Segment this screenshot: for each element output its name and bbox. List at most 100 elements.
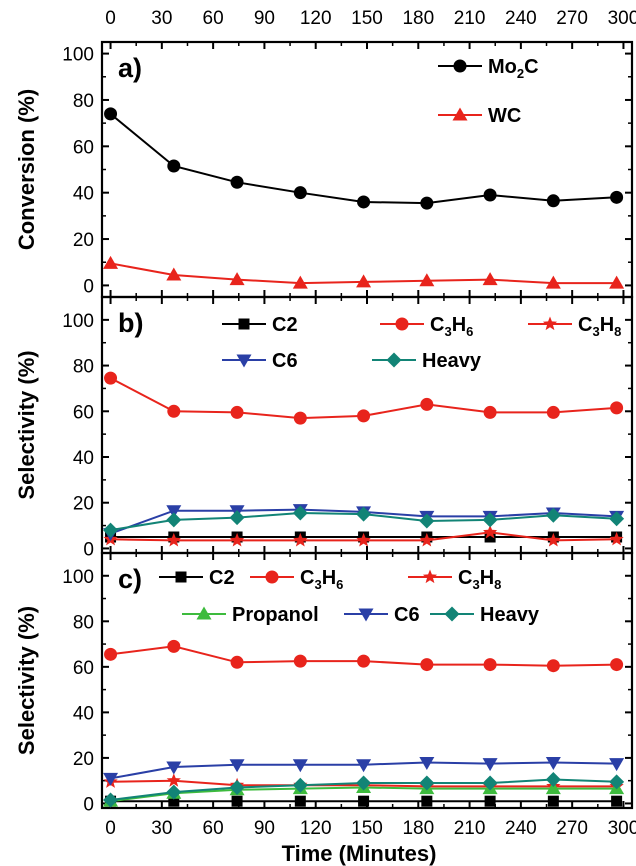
- legend-marker: [422, 569, 438, 584]
- legend-entry-Propanol: Propanol: [182, 604, 319, 626]
- x-tick-label: 120: [300, 818, 332, 839]
- legend-label: C6: [272, 350, 298, 372]
- panel-label: b): [118, 308, 143, 338]
- data-point: [482, 512, 498, 528]
- data-point: [293, 186, 307, 200]
- x-tick-label: 240: [505, 818, 537, 839]
- data-point: [229, 759, 245, 773]
- data-point: [420, 196, 434, 210]
- data-point: [229, 510, 245, 526]
- data-point: [483, 658, 497, 672]
- data-point: [103, 255, 119, 269]
- series-C3H6: [104, 639, 624, 673]
- legend-marker: [542, 316, 558, 331]
- data-point: [547, 795, 559, 807]
- data-point: [293, 532, 308, 547]
- legend-label: C3H6: [430, 314, 473, 339]
- x-tick-label: 60: [203, 818, 224, 839]
- legend-marker: [265, 570, 279, 584]
- legend-label: C3H8: [458, 567, 501, 592]
- data-point: [545, 781, 561, 795]
- data-point: [167, 159, 181, 173]
- legend-marker: [444, 606, 460, 622]
- legend-entry-WC: WC: [438, 105, 521, 127]
- legend-entry-C3H8: C3H8: [528, 314, 621, 339]
- y-axis-label: Selectivity (%): [14, 350, 39, 499]
- y-tick-label: 100: [62, 45, 94, 66]
- legend-label: Heavy: [422, 350, 482, 372]
- data-point: [292, 759, 308, 773]
- legend-label: WC: [488, 105, 521, 127]
- x-tick-label: 150: [351, 8, 383, 29]
- x-tick-label: 30: [151, 8, 172, 29]
- panel-label: a): [118, 53, 142, 83]
- data-point: [231, 795, 243, 807]
- data-point: [546, 194, 560, 208]
- legend-marker: [238, 318, 250, 330]
- legend-marker: [386, 352, 402, 368]
- data-point: [356, 775, 372, 791]
- data-point: [167, 639, 181, 653]
- y-tick-label: 0: [83, 794, 94, 815]
- legend-entry-C3H6: C3H6: [250, 567, 343, 592]
- x-tick-label: 210: [454, 818, 486, 839]
- data-point: [230, 405, 244, 419]
- legend-label: C3H6: [300, 567, 343, 592]
- data-point: [545, 507, 561, 523]
- data-point: [166, 773, 181, 787]
- data-point: [167, 404, 181, 418]
- data-point: [166, 784, 182, 800]
- data-point: [419, 775, 435, 791]
- x-tick-label: 30: [151, 818, 172, 839]
- x-tick-label: 150: [351, 818, 383, 839]
- data-point: [168, 795, 180, 807]
- panel-label: c): [118, 564, 142, 594]
- data-point: [104, 107, 118, 121]
- data-point: [483, 405, 497, 419]
- x-tick-label: 240: [505, 8, 537, 29]
- y-tick-label: 60: [73, 658, 94, 679]
- series-Heavy: [103, 505, 625, 538]
- y-tick-label: 20: [73, 230, 94, 251]
- data-point: [104, 647, 118, 661]
- data-point: [546, 659, 560, 673]
- y-tick-label: 40: [73, 448, 94, 469]
- top-x-tick-labels: 0 30 60 90 120 150 180 210 240 270 300: [105, 8, 636, 29]
- data-point: [356, 274, 372, 288]
- legend-marker: [175, 571, 187, 583]
- x-tick-label: 180: [402, 8, 434, 29]
- x-tick-label: 120: [300, 8, 332, 29]
- y-tick-label: 60: [73, 137, 94, 158]
- x-tick-label: 300: [608, 818, 636, 839]
- y-tick-label: 40: [73, 703, 94, 724]
- panel-c: 0 20 40 60 80 100 Selectivity (%) c) C2 C3H6 C3H8 P…: [14, 551, 634, 815]
- series-Heavy: [103, 772, 625, 808]
- data-point: [357, 409, 371, 423]
- legend-marker: [395, 317, 409, 331]
- legend-label: C3H8: [578, 314, 621, 339]
- legend-label: Propanol: [232, 604, 319, 626]
- legend-marker: [196, 606, 212, 620]
- data-point: [545, 275, 561, 289]
- x-tick-label: 270: [556, 8, 588, 29]
- series-Mo2C: [104, 107, 624, 210]
- x-tick-label: 180: [402, 818, 434, 839]
- y-tick-label: 100: [62, 311, 94, 332]
- data-point: [166, 532, 181, 547]
- series-C6: [103, 756, 625, 786]
- data-point: [356, 759, 372, 773]
- data-point: [293, 411, 307, 425]
- x-axis-label: Time (Minutes): [282, 841, 437, 866]
- data-point: [609, 758, 625, 772]
- data-point: [230, 175, 244, 189]
- data-point: [356, 506, 372, 522]
- x-tick-label: 90: [254, 8, 275, 29]
- legend-entry-Heavy: Heavy: [372, 350, 482, 372]
- data-point: [103, 792, 119, 808]
- x-tick-label: 210: [454, 8, 486, 29]
- legend-entry-C6: C6: [344, 604, 420, 626]
- data-point: [419, 273, 435, 287]
- y-tick-label: 100: [62, 567, 94, 588]
- data-point: [294, 795, 306, 807]
